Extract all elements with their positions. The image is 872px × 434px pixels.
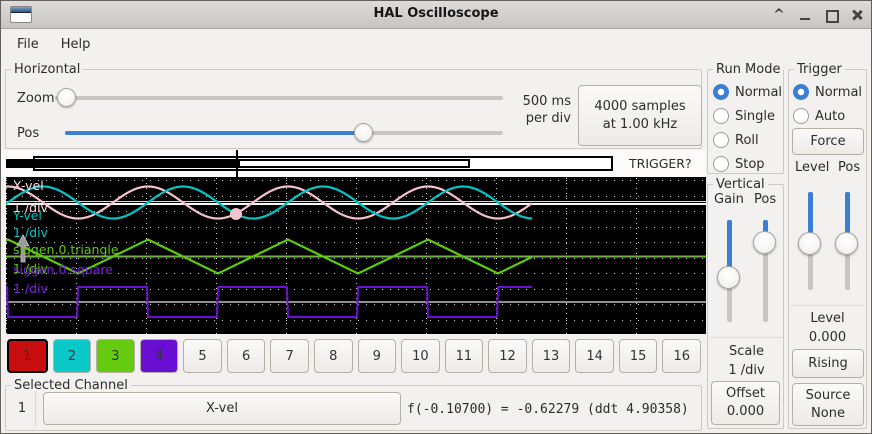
trigger-pos-slider[interactable] — [835, 188, 859, 294]
record-position-bar[interactable] — [1, 150, 706, 177]
run-mode-radio-label: Roll — [735, 132, 759, 148]
titlebar[interactable]: HAL Oscilloscope ^ — [1, 1, 871, 29]
channel-source-button[interactable]: X-vel — [43, 392, 401, 425]
radio-icon[interactable] — [713, 132, 729, 148]
channel-button-16[interactable]: 16 — [662, 339, 701, 373]
channel-button-7[interactable]: 7 — [270, 339, 309, 373]
channel-value-readout: f(-0.10700) = -0.62279 (ddt 4.90358) — [407, 402, 689, 417]
force-button[interactable]: Force — [792, 128, 864, 155]
run-mode-radio-single[interactable]: Single — [713, 104, 782, 128]
maximize-icon[interactable] — [823, 7, 839, 23]
trigger-level-readout-value: 0.000 — [808, 330, 847, 345]
timebase-per-div: 500 ms — [522, 94, 571, 109]
pos-slider-fill — [65, 131, 365, 135]
channel-button-4[interactable]: 4 — [139, 339, 179, 373]
trigger-radio-auto[interactable]: Auto — [793, 104, 862, 128]
window-title: HAL Oscilloscope — [373, 6, 499, 21]
pos-slider-handle[interactable] — [354, 123, 373, 142]
channel-button-5[interactable]: 5 — [183, 339, 222, 373]
close-icon[interactable] — [849, 7, 865, 23]
selected-channel-group: Selected Channel — [5, 378, 702, 431]
channel-button-row: 1 2 3 4 5 6 7 8 9 10 11 12 13 14 15 16 — [7, 339, 701, 373]
run-mode-radio-label: Single — [735, 108, 775, 124]
selected-channel-group-label: Selected Channel — [11, 378, 131, 393]
channel-button-14[interactable]: 14 — [575, 339, 614, 373]
channel-button-15[interactable]: 15 — [618, 339, 658, 373]
vertical-offset-button[interactable]: Offset 0.000 — [711, 381, 780, 425]
vertical-gain-slider[interactable] — [717, 216, 741, 326]
selected-channel-number: 1 — [17, 401, 27, 416]
vertical-pos-label: Pos — [754, 192, 777, 207]
trigger-sample-dot — [230, 208, 242, 220]
cursor-arrow-icon — [16, 234, 30, 263]
scope-display[interactable]: X-vel 1 /div Y-vel 1 /div siggen.0.triangle 1… — [5, 177, 707, 334]
trigger-group: Trigger Normal Auto Force Level Pos Level… — [788, 62, 867, 429]
trigger-level-label: Level — [795, 160, 830, 175]
vertical-gain-slider-handle[interactable] — [717, 266, 740, 289]
trigger-edge-button[interactable]: Rising — [792, 349, 864, 378]
radio-icon[interactable] — [793, 108, 809, 124]
trigger-pos-slider-handle[interactable] — [835, 232, 858, 255]
channel-button-1[interactable]: 1 — [7, 339, 48, 373]
menu-file[interactable]: File — [17, 37, 39, 52]
trigger-source-button[interactable]: Source None — [792, 383, 864, 426]
run-mode-group: Run Mode Normal Single Roll Stop — [707, 62, 784, 176]
zoom-slider-handle[interactable] — [57, 88, 76, 107]
channel-button-10[interactable]: 10 — [401, 339, 440, 373]
run-mode-radio-stop[interactable]: Stop — [713, 152, 782, 176]
channel-button-8[interactable]: 8 — [313, 339, 353, 373]
radio-icon[interactable] — [713, 156, 729, 172]
run-mode-radio-roll[interactable]: Roll — [713, 128, 782, 152]
channel-button-9[interactable]: 9 — [357, 339, 397, 373]
run-mode-radio-label: Normal — [735, 84, 783, 100]
radio-icon[interactable] — [793, 84, 809, 100]
timebase-readout: 500 ms per div — [522, 94, 571, 126]
vertical-scale-label: Scale — [729, 344, 764, 359]
trigger-level-slider-handle[interactable] — [798, 232, 821, 255]
channel-button-13[interactable]: 13 — [531, 339, 571, 373]
channel-button-3[interactable]: 3 — [96, 339, 135, 373]
menu-help[interactable]: Help — [60, 37, 91, 52]
trigger-position-marker[interactable] — [236, 150, 238, 177]
vertical-gain-label: Gain — [714, 192, 744, 207]
channel-button-6[interactable]: 6 — [226, 339, 266, 373]
radio-icon[interactable] — [713, 108, 729, 124]
pos-slider[interactable] — [65, 123, 503, 143]
run-mode-radio-label: Stop — [735, 156, 765, 172]
trigger-pos-label: Pos — [838, 160, 861, 175]
minimize-icon[interactable] — [797, 7, 813, 23]
shade-icon[interactable]: ^ — [773, 7, 785, 23]
vertical-group: Vertical Gain Pos Scale 1 /div Offset 0.… — [707, 177, 784, 429]
scope-canvas — [5, 178, 707, 334]
samples-button[interactable]: 4000 samples at 1.00 kHz — [578, 85, 702, 146]
trigger-level-slider[interactable] — [798, 188, 822, 294]
radio-icon[interactable] — [713, 84, 729, 100]
record-filled-bar — [6, 159, 238, 168]
zoom-label: Zoom — [17, 91, 55, 106]
zoom-slider-track[interactable] — [55, 96, 503, 100]
menubar: File Help — [1, 30, 871, 59]
run-mode-group-label: Run Mode — [713, 62, 784, 77]
window-icon — [10, 6, 32, 23]
vertical-pos-slider-handle[interactable] — [753, 231, 776, 254]
horizontal-group-label: Horizontal — [11, 62, 84, 77]
channel-button-12[interactable]: 12 — [488, 339, 527, 373]
channel-button-2[interactable]: 2 — [52, 339, 92, 373]
trigger-radio-normal[interactable]: Normal — [793, 80, 862, 104]
trigger-question-label: TRIGGER? — [629, 156, 692, 171]
view-extent-box — [238, 159, 470, 168]
trigger-radio-label: Auto — [815, 108, 846, 124]
selected-channel-separator — [35, 391, 36, 427]
vertical-pos-slider[interactable] — [753, 216, 777, 326]
trigger-radio-label: Normal — [815, 84, 863, 100]
pos-label: Pos — [17, 126, 40, 141]
channel-button-11[interactable]: 11 — [444, 339, 484, 373]
run-mode-radio-normal[interactable]: Normal — [713, 80, 782, 104]
trigger-group-label: Trigger — [794, 62, 845, 77]
vertical-group-label: Vertical — [713, 177, 768, 192]
zoom-slider[interactable] — [55, 88, 503, 108]
vertical-scale-value: 1 /div — [728, 363, 765, 378]
trigger-level-readout-label: Level — [810, 311, 845, 326]
